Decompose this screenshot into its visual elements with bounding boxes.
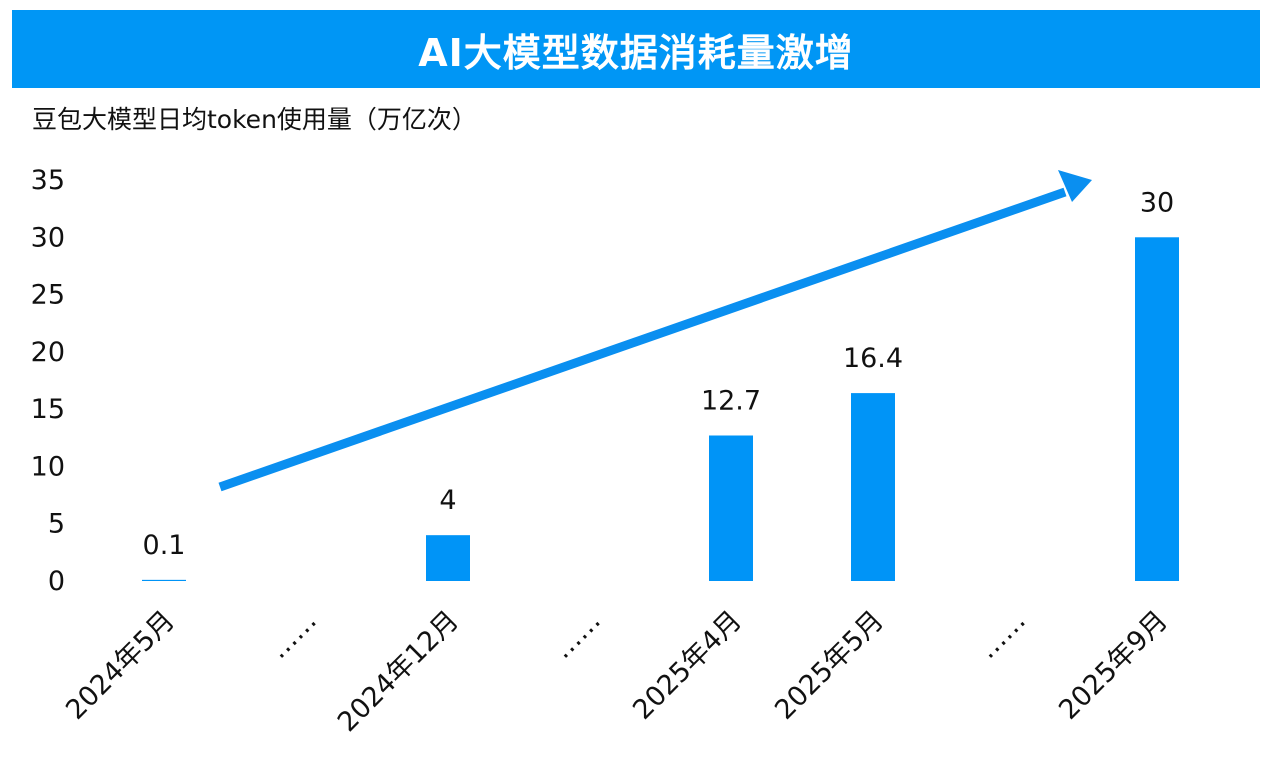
trend-arrow-head: [1058, 170, 1092, 202]
y-tick-label: 20: [31, 337, 65, 368]
bar: [1135, 237, 1179, 582]
bar: [851, 393, 895, 581]
data-label: 30: [1140, 187, 1174, 218]
bar: [142, 579, 186, 581]
x-tick-label: ……: [547, 605, 607, 665]
bar: [426, 535, 470, 581]
x-tick-label: ……: [263, 605, 323, 665]
data-label: 16.4: [843, 343, 903, 374]
data-labels: 0.1 4 12.7 16.4 30: [143, 187, 1175, 561]
data-label: 12.7: [701, 385, 761, 416]
x-tick-label: 2024年5月: [60, 605, 181, 726]
x-tick-label: 2025年5月: [769, 605, 890, 726]
x-tick-label: 2025年9月: [1053, 605, 1174, 726]
trend-arrow: [218, 170, 1092, 492]
x-tick-label: 2024年12月: [332, 605, 465, 738]
y-tick-label: 10: [31, 451, 65, 482]
y-tick-label: 30: [31, 222, 65, 253]
chart-title: AI大模型数据消耗量激增: [418, 30, 854, 75]
y-tick-label: 35: [31, 165, 65, 196]
y-axis-label: 豆包大模型日均token使用量（万亿次）: [32, 105, 477, 134]
trend-arrow-shaft: [218, 187, 1067, 492]
data-label: 4: [439, 485, 456, 516]
x-tick-label: 2025年4月: [627, 605, 748, 726]
y-tick-label: 15: [31, 394, 65, 425]
data-label: 0.1: [143, 530, 186, 561]
x-axis-ticks: 2024年5月…… 2024年12月…… 2025年4月 2025年5月…… 2025年…: [60, 605, 1174, 738]
y-tick-label: 0: [48, 566, 65, 597]
bars: [142, 237, 1179, 582]
x-tick-label: ……: [972, 605, 1032, 665]
y-tick-label: 5: [48, 509, 65, 540]
title-banner: AI大模型数据消耗量激增: [12, 10, 1260, 88]
y-tick-label: 25: [31, 280, 65, 311]
bar: [709, 435, 753, 581]
y-axis-ticks: 0 5 10 15 20 25 30 35: [31, 165, 65, 597]
